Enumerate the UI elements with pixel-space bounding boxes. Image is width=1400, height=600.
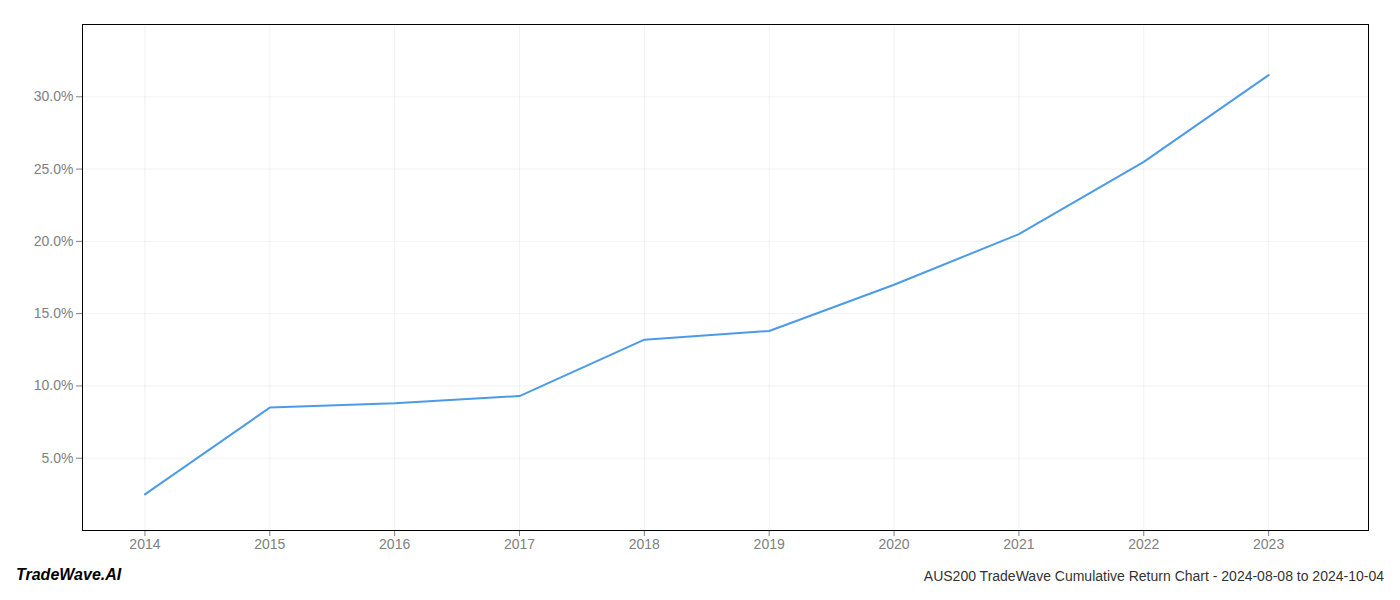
svg-text:5.0%: 5.0% — [42, 450, 74, 466]
svg-text:2015: 2015 — [254, 536, 285, 552]
svg-text:25.0%: 25.0% — [34, 161, 74, 177]
svg-text:2014: 2014 — [129, 536, 160, 552]
svg-text:20.0%: 20.0% — [34, 233, 74, 249]
svg-text:2018: 2018 — [629, 536, 660, 552]
svg-text:2023: 2023 — [1253, 536, 1284, 552]
svg-text:10.0%: 10.0% — [34, 377, 74, 393]
svg-text:30.0%: 30.0% — [34, 88, 74, 104]
svg-text:15.0%: 15.0% — [34, 305, 74, 321]
svg-text:2021: 2021 — [1003, 536, 1034, 552]
svg-text:2020: 2020 — [878, 536, 909, 552]
svg-text:2017: 2017 — [504, 536, 535, 552]
svg-text:2019: 2019 — [754, 536, 785, 552]
svg-text:2022: 2022 — [1128, 536, 1159, 552]
html-text:TradeWave.AI: TradeWave.AI — [16, 566, 122, 583]
html-text:AUS200 TradeWave Cumulative Re: AUS200 TradeWave Cumulative Return Chart… — [923, 568, 1384, 584]
svg-text:2016: 2016 — [379, 536, 410, 552]
